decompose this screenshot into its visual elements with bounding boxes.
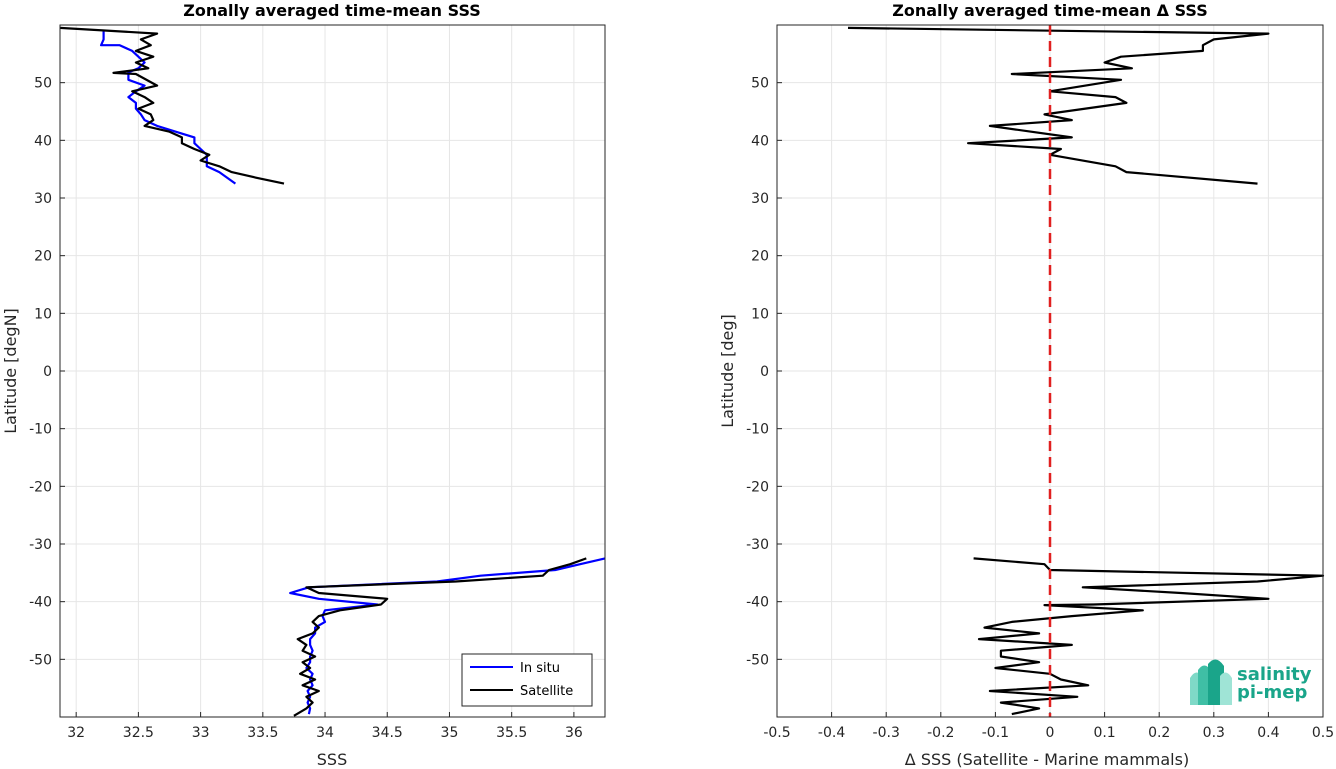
x-tick-label: 32 <box>67 725 85 741</box>
y-tick-label: -40 <box>29 595 52 611</box>
y-tick-label: 50 <box>751 76 769 92</box>
satellite-line <box>59 26 285 185</box>
y-tick-label: -20 <box>746 479 769 495</box>
right-x-axis-label: Δ SSS (Satellite - Marine mammals) <box>905 750 1189 769</box>
x-tick-label: -0.1 <box>982 725 1009 741</box>
right-y-tick-labels: -50 -40 -30 -20 -10 0 10 20 30 40 50 <box>746 76 769 669</box>
x-tick-label: -0.4 <box>818 725 845 741</box>
y-tick-label: 20 <box>34 249 52 265</box>
logo-text-line-2: pi-mep <box>1237 682 1307 703</box>
right-x-tick-labels: -0.5 -0.4 -0.3 -0.2 -0.1 0 0.1 0.2 0.3 0.4 0.5 <box>763 725 1334 741</box>
x-tick-label: 0 <box>1046 725 1055 741</box>
delta-sss-line <box>973 557 1325 716</box>
left-y-axis-label: Latitude [degN] <box>1 308 20 434</box>
y-tick-label: -50 <box>746 652 769 668</box>
y-tick-label: 30 <box>751 191 769 207</box>
y-tick-label: 0 <box>760 364 769 380</box>
legend-box <box>461 653 593 707</box>
x-tick-label: 34 <box>316 725 334 741</box>
y-tick-label: 0 <box>43 364 52 380</box>
left-y-tick-labels: -50 -40 -30 -20 -10 0 10 20 30 40 50 <box>29 76 52 669</box>
logo-text-line-1: salinity <box>1237 664 1312 685</box>
x-tick-label: 33.5 <box>247 725 278 741</box>
x-tick-label: 33 <box>192 725 210 741</box>
legend-label-in-situ: In situ <box>520 661 560 676</box>
y-tick-label: 40 <box>34 133 52 149</box>
y-tick-label: -50 <box>29 652 52 668</box>
right-y-axis-label: Latitude [deg] <box>718 314 737 428</box>
x-tick-label: 35 <box>441 725 459 741</box>
x-tick-label: 0.3 <box>1203 725 1225 741</box>
y-tick-label: 20 <box>751 249 769 265</box>
right-plot-frame <box>776 24 1324 718</box>
y-tick-label: 10 <box>751 306 769 322</box>
y-tick-label: -30 <box>29 537 52 553</box>
left-chart-panel: Zonally averaged time-mean SSS 32 32.5 33 3… <box>1 1 606 769</box>
x-tick-label: -0.3 <box>873 725 900 741</box>
y-tick-label: 40 <box>751 133 769 149</box>
y-tick-label: 10 <box>34 306 52 322</box>
x-tick-label: 35.5 <box>496 725 527 741</box>
logo-wave-icon <box>1190 659 1232 705</box>
salinity-pi-mep-logo: salinity pi-mep <box>1190 659 1312 705</box>
x-tick-label: 0.5 <box>1312 725 1334 741</box>
y-tick-label: -20 <box>29 479 52 495</box>
y-tick-label: -10 <box>29 422 52 438</box>
right-series-lines <box>847 25 1325 717</box>
legend: In situ Satellite <box>461 653 593 707</box>
right-chart-panel: Zonally averaged time-mean Δ SSS -0.5 -0.… <box>718 1 1334 769</box>
x-tick-label: 34.5 <box>372 725 403 741</box>
left-plot-frame <box>59 24 606 718</box>
x-tick-label: 0.1 <box>1093 725 1115 741</box>
in-situ-line <box>99 30 237 185</box>
left-x-tick-labels: 32 32.5 33 33.5 34 34.5 35 35.5 36 <box>67 725 583 741</box>
left-x-axis-label: SSS <box>317 750 347 769</box>
y-tick-label: 30 <box>34 191 52 207</box>
y-tick-label: -30 <box>746 537 769 553</box>
y-tick-label: -40 <box>746 595 769 611</box>
left-grid <box>60 25 605 717</box>
satellite-line <box>293 557 587 717</box>
right-chart-title: Zonally averaged time-mean Δ SSS <box>892 1 1208 20</box>
legend-label-satellite: Satellite <box>520 684 573 699</box>
x-tick-label: -0.5 <box>763 725 790 741</box>
left-chart-title: Zonally averaged time-mean SSS <box>183 1 481 20</box>
x-tick-label: 0.4 <box>1257 725 1279 741</box>
x-tick-label: 32.5 <box>123 725 154 741</box>
x-tick-label: 0.2 <box>1148 725 1170 741</box>
y-tick-label: 50 <box>34 76 52 92</box>
x-tick-label: 36 <box>565 725 583 741</box>
delta-sss-line <box>847 26 1270 185</box>
y-tick-label: -10 <box>746 422 769 438</box>
left-series-lines <box>59 26 606 717</box>
x-tick-label: -0.2 <box>927 725 954 741</box>
